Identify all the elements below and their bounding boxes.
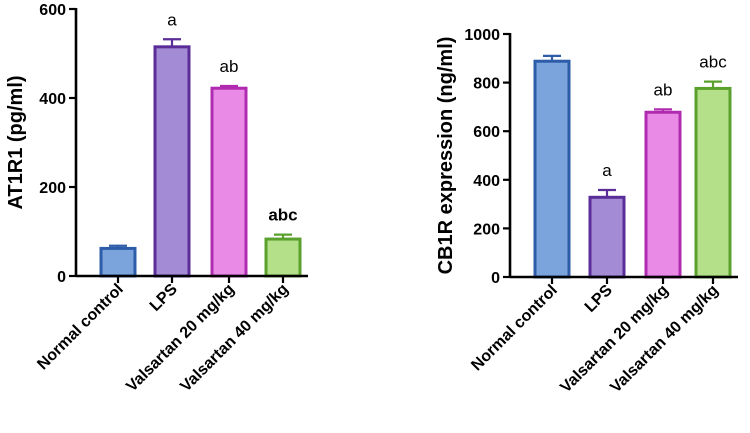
significance-label: ab: [654, 80, 673, 99]
significance-label: abc: [699, 53, 727, 72]
bar: [644, 110, 682, 279]
y-tick-label: 600: [39, 2, 66, 19]
bar: [588, 195, 626, 279]
y-tick-label: 0: [491, 270, 500, 287]
category-label: Valsartan 20 mg/kg: [123, 281, 238, 396]
y-tick-label: 600: [473, 124, 500, 141]
bar: [210, 86, 248, 278]
y-tick-label: 400: [473, 173, 500, 190]
y-axis-title: CB1R expression (ng/ml): [435, 37, 457, 275]
bar: [694, 86, 732, 279]
y-tick-label: 0: [57, 269, 66, 286]
y-axis-title: AT1R1 (pg/ml): [5, 75, 27, 209]
category-label: Normal control: [34, 281, 126, 373]
category-label: LPS: [582, 282, 616, 316]
significance-label: a: [602, 161, 612, 180]
significance-label: ab: [220, 57, 239, 76]
bar: [533, 59, 571, 279]
cb1r-chart: CB1R expression (ng/ml) Normal control a LP…: [435, 27, 738, 396]
category-label: Normal control: [468, 282, 560, 374]
category-label: LPS: [147, 281, 181, 315]
bar: [153, 45, 191, 278]
y-tick-label: 400: [39, 91, 66, 108]
significance-label: abc: [268, 206, 297, 225]
y-tick-label: 200: [39, 180, 66, 197]
y-tick-label: 800: [473, 76, 500, 93]
bar: [264, 237, 302, 278]
bar: [99, 246, 137, 278]
at1r1-chart: AT1R1 (pg/ml) Normal control a LPS ab Valsart…: [5, 2, 308, 395]
y-tick-label: 200: [473, 221, 500, 238]
significance-label: a: [167, 10, 177, 29]
category-label: Valsartan 40 mg/kg: [177, 281, 292, 396]
y-tick-label: 1000: [464, 27, 500, 44]
